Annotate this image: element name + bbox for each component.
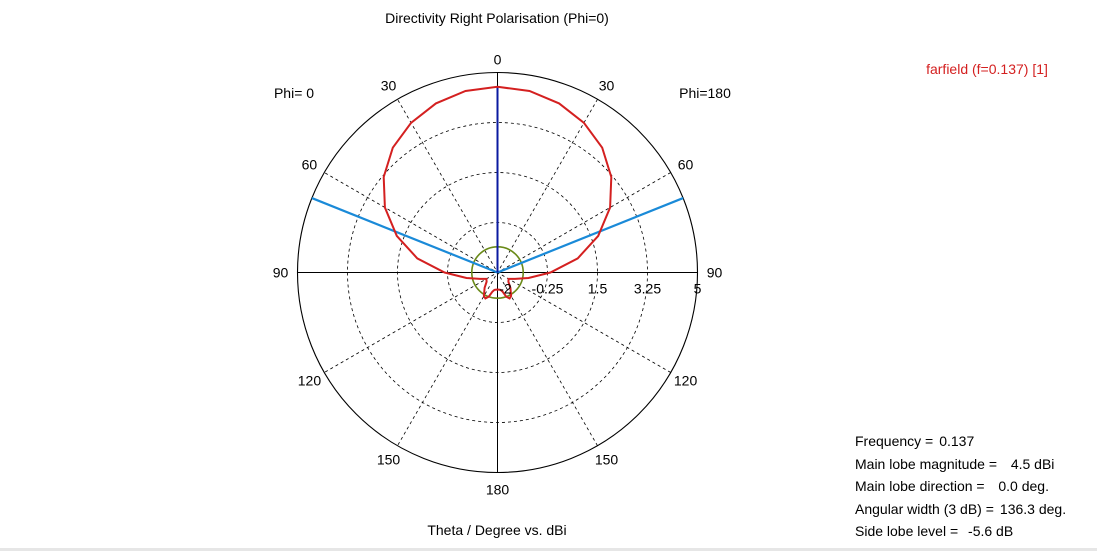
info-label: Side lobe level =	[855, 523, 959, 539]
x-axis-label: Theta / Degree vs. dBi	[427, 522, 566, 538]
angle-label-left-90: 90	[273, 265, 289, 281]
angle-label-right-90: 90	[707, 265, 723, 281]
angle-label-left-120: 120	[298, 373, 322, 389]
angle-label-right-120: 120	[674, 373, 698, 389]
side-label-right: Phi=180	[679, 85, 731, 101]
info-label: Main lobe direction =	[855, 478, 985, 494]
angle-label-180: 180	[486, 482, 510, 498]
radial-tick-label: 5	[694, 281, 702, 297]
beamwidth-line-right	[497, 197, 684, 274]
polar-labels: 0 180 30 30 60 60 90 90 120 120 150 150 -2 -0.25 1.5 3.…	[273, 52, 723, 498]
outer-circle	[296, 71, 699, 474]
polar-marks	[311, 85, 684, 300]
angle-label-0: 0	[494, 52, 502, 68]
radial-tick-label: -2	[499, 281, 512, 297]
angle-label-right-30: 30	[599, 77, 615, 93]
radial-tick-label: 1.5	[588, 281, 608, 297]
info-value: 136.3 deg.	[999, 500, 1067, 517]
radial-tick-label: 3.25	[634, 281, 661, 297]
info-row: Main lobe magnitude = 4.5 dBi	[855, 453, 1066, 476]
angle-label-right-150: 150	[595, 452, 619, 468]
angle-label-left-150: 150	[377, 452, 401, 468]
beamwidth-line-left	[311, 197, 498, 274]
angle-label-left-60: 60	[302, 157, 318, 173]
info-label: Main lobe magnitude =	[855, 455, 998, 472]
bottom-border	[0, 548, 1097, 551]
info-value: 0.0 deg.	[990, 478, 1049, 494]
angle-label-right-60: 60	[678, 157, 694, 173]
info-value: 4.5 dBi	[1003, 455, 1055, 472]
radial-tick-label: -0.25	[532, 281, 564, 297]
info-row: Main lobe direction = 0.0 deg.	[855, 475, 1066, 498]
info-row: Angular width (3 dB) = 136.3 deg.	[855, 498, 1066, 521]
info-label: Angular width (3 dB) =	[855, 500, 994, 517]
info-label: Frequency =	[855, 433, 934, 449]
side-label-left: Phi= 0	[274, 85, 314, 101]
info-value: 0.137	[939, 433, 975, 449]
info-value: -5.6 dB	[964, 523, 1014, 539]
info-row: Frequency = 0.137	[855, 430, 1066, 453]
angle-label-left-30: 30	[381, 77, 397, 93]
chart-title: Directivity Right Polarisation (Phi=0)	[385, 10, 609, 26]
legend-entry: farfield (f=0.137) [1]	[926, 61, 1048, 77]
pattern-curve	[382, 85, 613, 300]
info-row: Side lobe level = -5.6 dB	[855, 520, 1066, 543]
info-panel: Frequency = 0.137 Main lobe magnitude = 4.…	[855, 430, 1066, 543]
